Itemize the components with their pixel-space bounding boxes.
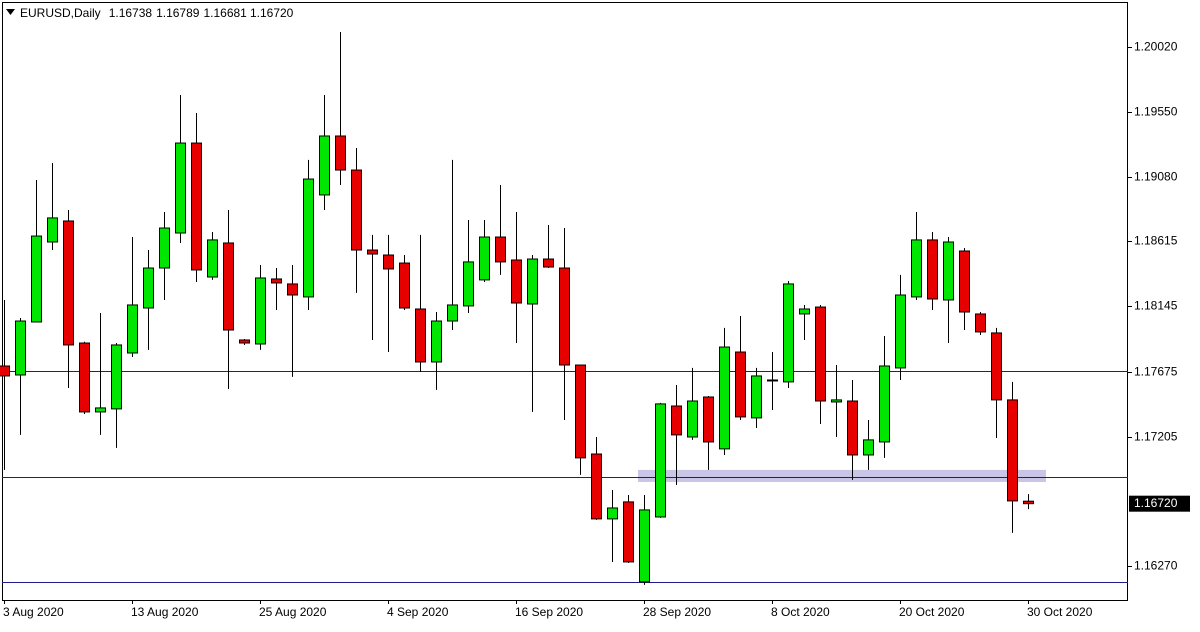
candle-body-down [1007, 399, 1018, 502]
header-low: 1.16681 [203, 6, 247, 20]
candle-body-down [847, 400, 858, 456]
y-tick-label: 1.17205 [1134, 430, 1178, 444]
candle-body-up [431, 320, 442, 363]
candle-body-down [927, 239, 938, 300]
x-tick-label: 13 Aug 2020 [131, 605, 199, 619]
candle-body-down [623, 501, 634, 563]
candle-body-up [783, 283, 794, 383]
candle-body-down [367, 249, 378, 255]
candle-body-up [911, 239, 922, 298]
x-tick-label: 8 Oct 2020 [771, 605, 830, 619]
candle-body-up [831, 399, 842, 403]
candle-body-down [991, 332, 1002, 401]
candle-body-up [303, 178, 314, 298]
header-high: 1.16789 [156, 6, 200, 20]
last-price-box [1129, 495, 1190, 512]
candle-body-down [271, 278, 282, 284]
header-close: 1.16720 [250, 6, 294, 20]
support-zone [638, 469, 1046, 482]
header-open: 1.16738 [109, 6, 153, 20]
candle-body-down [591, 453, 602, 520]
candle-body-up [895, 294, 906, 369]
candle-body-up [719, 346, 730, 450]
candle-body-down [495, 236, 506, 263]
candle-body-up [655, 403, 666, 518]
y-tick-label: 1.16270 [1134, 559, 1178, 573]
candle-body-up [463, 261, 474, 307]
candle-body-up [527, 258, 538, 305]
candle-body-down [0, 365, 10, 377]
y-tick-label: 1.18615 [1134, 234, 1178, 248]
candle-body-down [415, 308, 426, 363]
candle-body-down [191, 142, 202, 271]
candle-body-up [15, 320, 26, 376]
candle-body-up [111, 344, 122, 410]
candle-body-up [143, 267, 154, 309]
candle-body-up [47, 217, 58, 243]
candle-body-up [751, 375, 762, 419]
y-tick-label: 1.19080 [1134, 170, 1178, 184]
candle-body-up [943, 241, 954, 301]
x-tick-label: 3 Aug 2020 [3, 605, 64, 619]
candle-body-up [207, 239, 218, 278]
last-price-label: 1.16720 [1134, 496, 1178, 510]
candle-body-down [239, 339, 250, 344]
candle-body-down [1023, 500, 1034, 505]
candle-body-down [559, 267, 570, 366]
candle-body-up [863, 439, 874, 456]
y-tick-label: 1.20020 [1134, 40, 1178, 54]
candle-body-up [479, 236, 490, 281]
candle-body-up [95, 407, 106, 413]
candle-body-down [511, 259, 522, 304]
candle-body-down [383, 254, 394, 270]
candle-body-up [175, 142, 186, 234]
candle-body-down [815, 306, 826, 402]
x-tick-label: 16 Sep 2020 [515, 605, 583, 619]
candle-body-up [639, 509, 650, 583]
candle-body-up [255, 277, 266, 345]
candle-body-up [127, 304, 138, 354]
chart-header: EURUSD,Daily 1.16738 1.16789 1.16681 1.16720 [20, 6, 294, 20]
candle-body-up [319, 135, 330, 196]
x-tick-label: 4 Sep 2020 [387, 605, 449, 619]
x-tick-label: 30 Oct 2020 [1027, 605, 1093, 619]
candle-body-up [159, 227, 170, 269]
candle-body-down [63, 220, 74, 346]
x-tick-label: 25 Aug 2020 [259, 605, 327, 619]
candle-body-down [399, 262, 410, 309]
candle-body-down [351, 169, 362, 251]
candle-body-up [687, 400, 698, 438]
menu-arrow[interactable] [6, 9, 15, 15]
candle-body-up [879, 365, 890, 443]
y-tick-label: 1.18145 [1134, 299, 1178, 313]
candle-body-down [703, 396, 714, 443]
candle-body-up [447, 304, 458, 322]
candle-body-down [975, 313, 986, 333]
candle-body-down [959, 250, 970, 313]
candle-body-up [799, 308, 810, 315]
candle-body-up [31, 235, 42, 323]
y-tick-label: 1.19550 [1134, 105, 1178, 119]
candle-body-down [767, 379, 778, 382]
candle-body-down [543, 258, 554, 268]
symbol: EURUSD,Daily [20, 6, 101, 20]
y-tick-label: 1.17675 [1134, 365, 1178, 379]
candle-body-down [335, 135, 346, 171]
candle-body-down [575, 364, 586, 459]
x-tick-label: 28 Sep 2020 [643, 605, 711, 619]
candle-body-up [607, 507, 618, 520]
candle-body-down [735, 351, 746, 418]
x-tick-label: 20 Oct 2020 [899, 605, 965, 619]
candle-body-down [287, 283, 298, 296]
candle-body-down [79, 342, 90, 413]
candle-body-down [223, 242, 234, 331]
candle-body-down [671, 405, 682, 436]
